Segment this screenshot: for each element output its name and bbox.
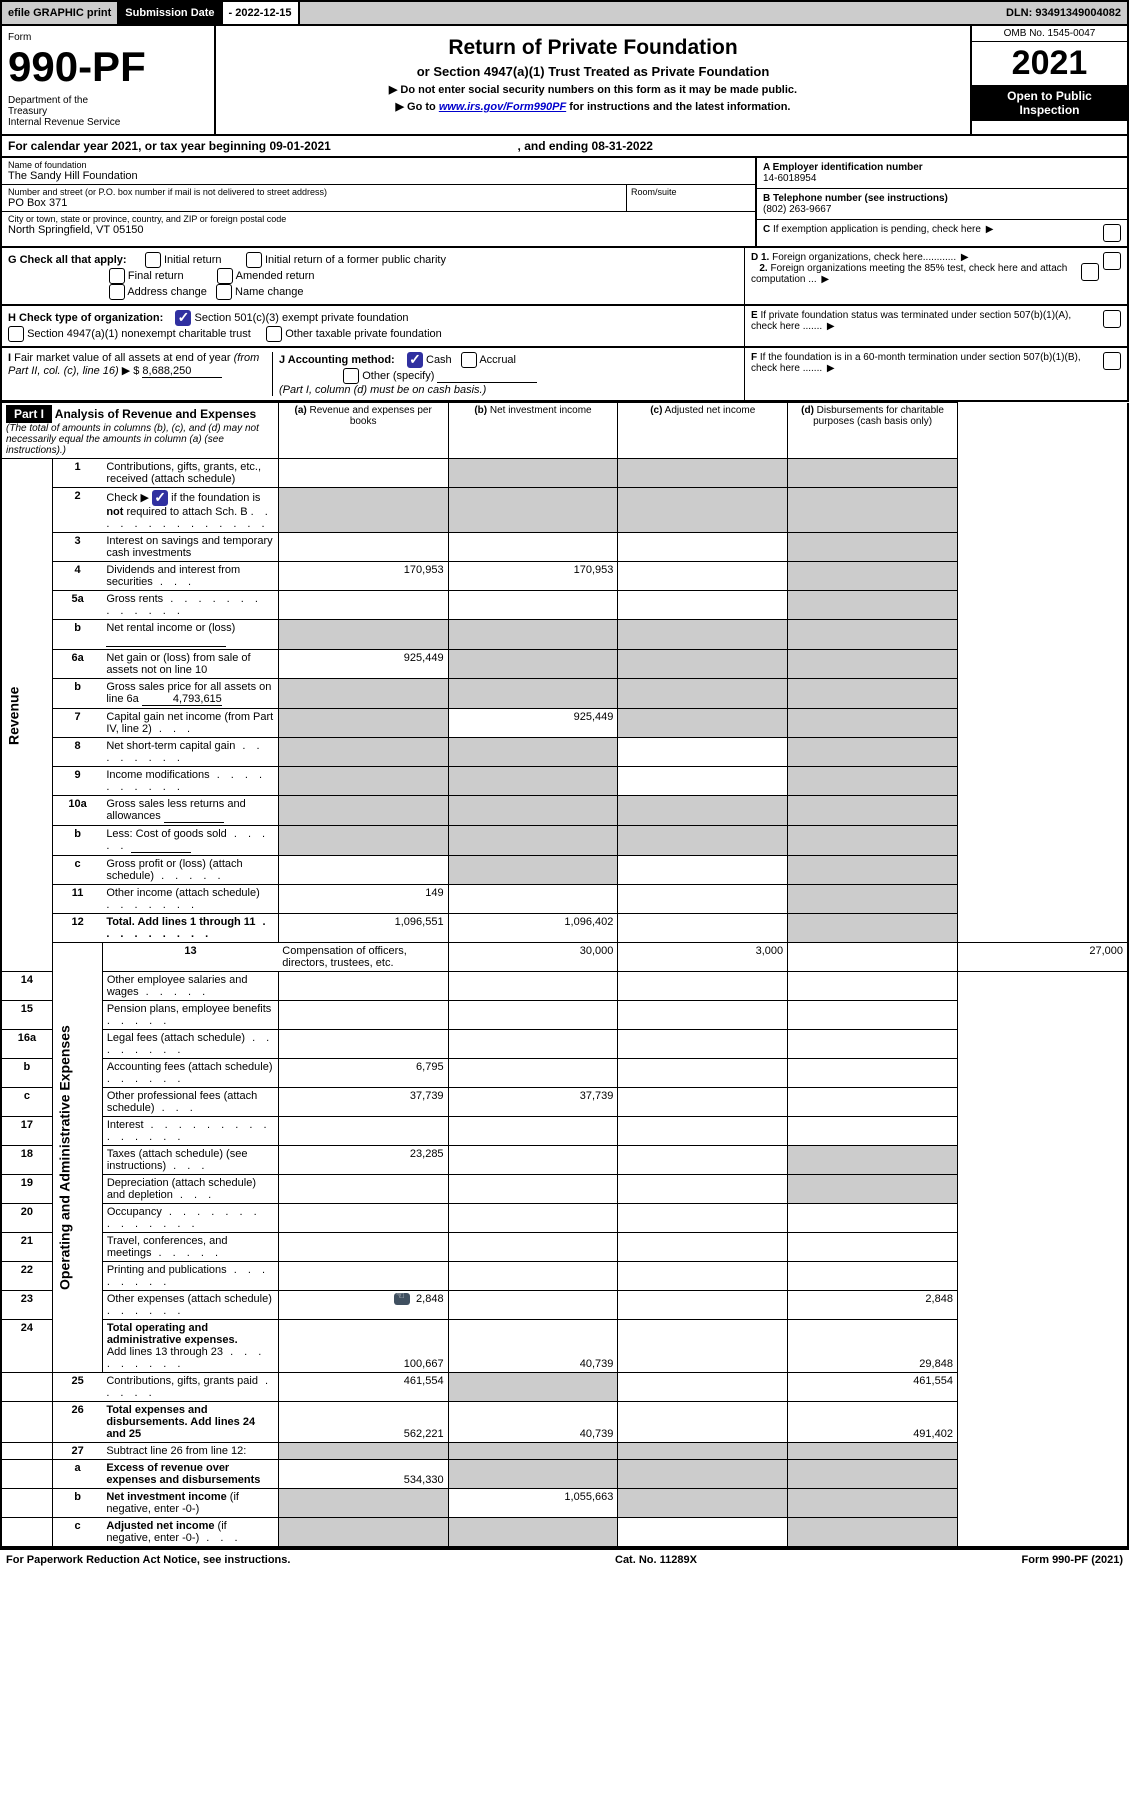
ein-box: A Employer identification number 14-6018… — [757, 158, 1127, 189]
checkbox-other-taxable[interactable] — [266, 326, 282, 342]
box-j: J Accounting method: Cash Accrual Other … — [273, 352, 738, 396]
revenue-side-label: Revenue — [1, 459, 52, 972]
l13-d: 27,000 — [957, 943, 1128, 972]
top-bar: efile GRAPHIC print Submission Date - 20… — [0, 0, 1129, 26]
phone-box: B Telephone number (see instructions) (8… — [757, 189, 1127, 220]
note-ssn: ▶ Do not enter social security numbers o… — [222, 83, 964, 96]
checkbox-d1[interactable] — [1103, 252, 1121, 270]
l24-b: 40,739 — [448, 1320, 618, 1373]
row-g-d: G Check all that apply: Initial return I… — [0, 248, 1129, 306]
attach-icon[interactable] — [394, 1293, 410, 1305]
l11-a: 149 — [278, 885, 448, 914]
l23-a: 2,848 — [416, 1293, 444, 1305]
l26-b: 40,739 — [448, 1402, 618, 1443]
box-i: I Fair market value of all assets at end… — [8, 352, 273, 396]
checkbox-other-method[interactable] — [343, 368, 359, 384]
box-e: E If private foundation status was termi… — [744, 306, 1127, 346]
address: PO Box 371 — [8, 197, 620, 209]
checkbox-f[interactable] — [1103, 352, 1121, 370]
dept-text: Department of theTreasuryInternal Revenu… — [8, 95, 208, 128]
footer-right: Form 990-PF (2021) — [1022, 1554, 1124, 1566]
submission-date: - 2022-12-15 — [223, 2, 300, 24]
l12-b: 1,096,402 — [448, 914, 618, 943]
ein: 14-6018954 — [763, 173, 816, 184]
checkbox-501c3[interactable] — [175, 310, 191, 326]
omb-number: OMB No. 1545-0047 — [972, 26, 1127, 42]
l6b-val: 4,793,615 — [142, 693, 222, 706]
checkbox-initial-former[interactable] — [246, 252, 262, 268]
checkbox-d2[interactable] — [1081, 263, 1099, 281]
l4-a: 170,953 — [278, 562, 448, 591]
l13-a: 30,000 — [448, 943, 618, 972]
row-h-e: H Check type of organization: Section 50… — [0, 306, 1129, 348]
l16c-a: 37,739 — [278, 1088, 448, 1117]
l13-b: 3,000 — [618, 943, 788, 972]
form-header: Form 990-PF Department of theTreasuryInt… — [0, 26, 1129, 136]
footer-center: Cat. No. 11289X — [615, 1554, 697, 1566]
l7-b: 925,449 — [448, 709, 618, 738]
l26-a: 562,221 — [278, 1402, 448, 1443]
box-f: F If the foundation is in a 60-month ter… — [744, 348, 1127, 400]
box-c: C If exemption application is pending, c… — [757, 220, 1127, 246]
l26-d: 491,402 — [788, 1402, 958, 1443]
checkbox-sch-b[interactable] — [152, 490, 168, 506]
efile-label: efile GRAPHIC print — [2, 2, 119, 24]
page-footer: For Paperwork Reduction Act Notice, see … — [0, 1548, 1129, 1570]
col-d-header: (d) Disbursements for charitable purpose… — [788, 403, 958, 459]
submission-label: Submission Date — [119, 2, 222, 24]
l27b-b: 1,055,663 — [448, 1489, 618, 1518]
box-h: H Check type of organization: Section 50… — [2, 306, 744, 346]
l16c-b: 37,739 — [448, 1088, 618, 1117]
checkbox-initial[interactable] — [145, 252, 161, 268]
form-subtitle: or Section 4947(a)(1) Trust Treated as P… — [222, 64, 964, 79]
checkbox-accrual[interactable] — [461, 352, 477, 368]
l24-a: 100,667 — [278, 1320, 448, 1373]
checkbox-4947a1[interactable] — [8, 326, 24, 342]
col-b-header: (b) Net investment income — [448, 403, 618, 459]
l16b-a: 6,795 — [278, 1059, 448, 1088]
l25-a: 461,554 — [278, 1373, 448, 1402]
l6a-a: 925,449 — [278, 650, 448, 679]
part1-table: Part I Analysis of Revenue and Expenses … — [0, 402, 1129, 1548]
checkbox-final[interactable] — [109, 268, 125, 284]
form-title: Return of Private Foundation — [222, 36, 964, 60]
identity-block: Name of foundation The Sandy Hill Founda… — [0, 158, 1129, 248]
box-g: G Check all that apply: Initial return I… — [2, 248, 744, 304]
instructions-link[interactable]: www.irs.gov/Form990PF — [439, 101, 566, 113]
part1-label: Part I — [6, 405, 52, 423]
open-public-label: Open to Public Inspection — [972, 85, 1127, 121]
col-c-header: (c) Adjusted net income — [618, 403, 788, 459]
expenses-side-label: Operating and Administrative Expenses — [52, 943, 102, 1373]
row-ij-f: I Fair market value of all assets at end… — [0, 348, 1129, 402]
l23-d: 2,848 — [788, 1291, 958, 1320]
checkbox-c[interactable] — [1103, 224, 1121, 242]
checkbox-cash[interactable] — [407, 352, 423, 368]
room-suite-label: Room/suite — [626, 185, 755, 211]
box-d: D 1. Foreign organizations, check here..… — [744, 248, 1127, 304]
l25-d: 461,554 — [788, 1373, 958, 1402]
checkbox-name-change[interactable] — [216, 284, 232, 300]
note-link: ▶ Go to www.irs.gov/Form990PF for instru… — [222, 100, 964, 113]
col-a-header: (a) Revenue and expenses per books — [278, 403, 448, 459]
checkbox-address-change[interactable] — [109, 284, 125, 300]
form-number: 990-PF — [8, 43, 208, 91]
l4-b: 170,953 — [448, 562, 618, 591]
header-center: Return of Private Foundation or Section … — [216, 26, 970, 134]
fmv-assets: 8,688,250 — [142, 365, 222, 378]
l27a-a: 534,330 — [278, 1460, 448, 1489]
phone: (802) 263-9667 — [763, 204, 831, 215]
foundation-name: The Sandy Hill Foundation — [8, 170, 749, 182]
header-left: Form 990-PF Department of theTreasuryInt… — [2, 26, 216, 134]
l24-d: 29,848 — [788, 1320, 958, 1373]
checkbox-amended[interactable] — [217, 268, 233, 284]
footer-left: For Paperwork Reduction Act Notice, see … — [6, 1554, 290, 1566]
l18-a: 23,285 — [278, 1146, 448, 1175]
l12-a: 1,096,551 — [278, 914, 448, 943]
tax-year: 2021 — [972, 42, 1127, 85]
dln: DLN: 93491349004082 — [1000, 2, 1127, 24]
city-state-zip: North Springfield, VT 05150 — [8, 224, 749, 236]
header-right: OMB No. 1545-0047 2021 Open to Public In… — [970, 26, 1127, 134]
calendar-year-row: For calendar year 2021, or tax year begi… — [0, 136, 1129, 158]
checkbox-e[interactable] — [1103, 310, 1121, 328]
